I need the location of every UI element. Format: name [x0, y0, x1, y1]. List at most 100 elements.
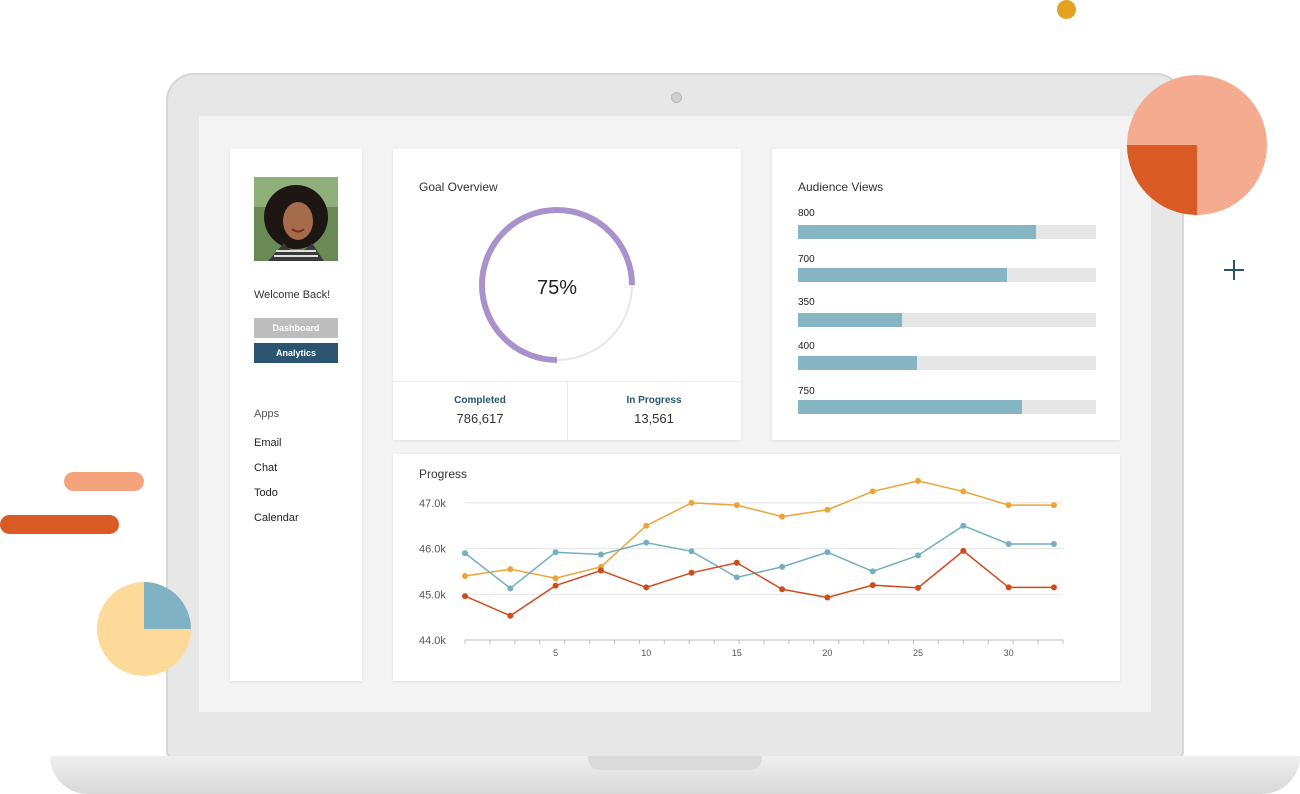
bar-fill [798, 225, 1037, 239]
decorative-dot [1057, 0, 1076, 19]
app-item-chat[interactable]: Chat [254, 462, 278, 474]
card-title: Goal Overview [419, 180, 498, 194]
x-tick-label: 20 [822, 648, 832, 658]
data-point [688, 548, 695, 555]
data-point [552, 582, 559, 589]
x-tick-label: 25 [913, 648, 923, 658]
x-tick-label: 5 [553, 648, 558, 658]
data-point [915, 477, 922, 484]
data-point [1005, 541, 1012, 547]
data-point [643, 522, 650, 529]
y-tick-label: 47.0k [419, 498, 446, 510]
decorative-pie-chart [1127, 75, 1267, 215]
data-point [960, 488, 967, 495]
decorative-pill [64, 472, 144, 491]
data-point [869, 582, 876, 589]
bar-label: 750 [798, 386, 815, 397]
data-point [779, 563, 786, 570]
in-progress-value: 13,561 [634, 411, 674, 426]
data-point [643, 584, 650, 591]
divider [567, 381, 568, 440]
data-point [643, 539, 650, 546]
series-line [464, 524, 1054, 590]
data-point [507, 585, 514, 592]
data-point [733, 559, 740, 566]
data-point [915, 584, 922, 591]
data-point [597, 567, 604, 574]
goal-progress-ring [479, 207, 635, 363]
goal-percent: 75% [536, 277, 578, 299]
data-point [507, 566, 514, 573]
data-point [507, 612, 514, 619]
data-point [597, 551, 604, 558]
laptop-notch [588, 756, 762, 770]
data-point [824, 506, 831, 513]
sidebar: Welcome Back! Dashboard Analytics Apps E… [230, 149, 362, 681]
dashboard-button[interactable]: Dashboard [254, 318, 338, 338]
y-tick-label: 45.0k [419, 589, 446, 601]
y-tick-label: 46.0k [419, 544, 446, 556]
data-point [1050, 541, 1057, 547]
data-point [960, 522, 967, 529]
decorative-pie-chart [97, 582, 191, 676]
data-point [824, 594, 831, 601]
data-point [552, 575, 559, 582]
plus-icon [1224, 260, 1244, 280]
data-point [824, 549, 831, 556]
bar-label: 800 [798, 208, 815, 219]
data-point [462, 550, 468, 557]
x-tick-label: 30 [1004, 648, 1014, 658]
data-point [1005, 584, 1012, 591]
series-line [464, 480, 1054, 580]
completed-label: Completed [454, 395, 506, 406]
camera-icon [671, 92, 682, 103]
progress-line-chart: 44.0k 45.0k 46.0k 47.0k 5 10 15 20 25 30 [419, 477, 1064, 658]
data-point [462, 593, 468, 600]
x-tick-label: 15 [732, 648, 742, 658]
chart-title: Progress [419, 467, 468, 481]
audience-views-card: Audience Views 800 700 350 400 750 [772, 149, 1120, 440]
data-point [733, 574, 740, 581]
analytics-button[interactable]: Analytics [254, 343, 338, 363]
data-point [1050, 584, 1057, 591]
data-point [779, 586, 786, 593]
bar-track [798, 225, 1096, 239]
decorative-pill [0, 515, 119, 534]
data-point [960, 547, 967, 554]
bar-fill [798, 313, 903, 327]
data-point [869, 568, 876, 575]
bar-label: 400 [798, 341, 815, 352]
progress-card: Progress 44.0k 45.0k 46.0k 47.0k 5 10 15 20 25 30 [393, 454, 1120, 681]
series-line [464, 549, 1054, 617]
apps-heading: Apps [254, 408, 280, 420]
data-point [779, 513, 786, 520]
bar-label: 700 [798, 254, 815, 265]
data-point [462, 573, 468, 579]
card-title: Audience Views [798, 180, 884, 194]
bar-label: 350 [798, 297, 815, 308]
bar-track [798, 313, 1096, 327]
data-point [1050, 502, 1057, 509]
data-point [688, 499, 695, 506]
data-point [1005, 502, 1012, 509]
in-progress-label: In Progress [626, 395, 682, 406]
y-tick-label: 44.0k [419, 635, 446, 647]
x-tick-label: 10 [641, 648, 651, 658]
data-point [869, 488, 876, 495]
completed-value: 786,617 [456, 411, 504, 426]
bar-track [798, 356, 1096, 370]
bar-track [798, 400, 1096, 414]
goal-overview-card: Goal Overview 75% Completed 786,617 In P… [393, 149, 741, 440]
data-point [552, 549, 559, 556]
bar-fill [798, 400, 1022, 414]
data-point [915, 552, 922, 559]
bar-track [798, 268, 1096, 282]
data-point [733, 502, 740, 509]
bar-fill [798, 356, 918, 370]
welcome-text: Welcome Back! [254, 289, 331, 301]
app-item-todo[interactable]: Todo [254, 487, 278, 499]
app-item-calendar[interactable]: Calendar [254, 512, 299, 524]
avatar[interactable] [254, 177, 338, 261]
bar-fill [798, 268, 1007, 282]
app-item-email[interactable]: Email [254, 437, 282, 449]
